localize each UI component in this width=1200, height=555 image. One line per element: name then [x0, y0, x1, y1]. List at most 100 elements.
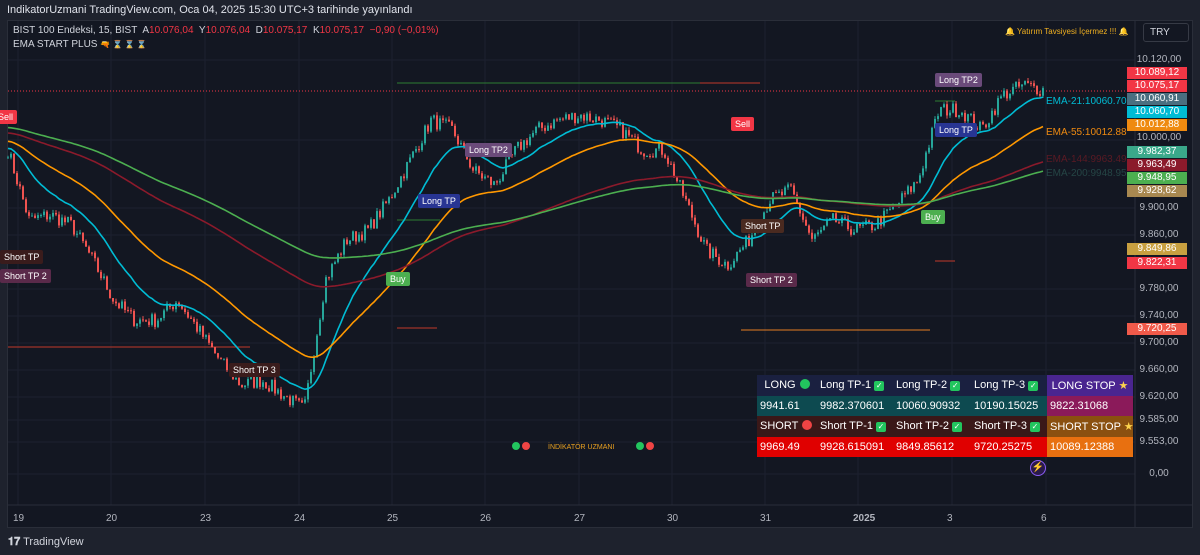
candle-body	[850, 229, 852, 235]
candle-body	[1027, 81, 1029, 83]
candle-body	[364, 225, 366, 241]
candle-body	[1000, 96, 1002, 99]
candle-body	[22, 186, 24, 200]
candle-body	[820, 229, 822, 233]
short-tp2-header: Short TP-2 ✓	[896, 420, 962, 433]
candle-body	[40, 215, 42, 217]
candle-body	[334, 262, 336, 265]
candle-body	[340, 253, 342, 255]
long-stop-header: LONG STOP ★	[1047, 375, 1133, 396]
close-value: 10.075,17	[319, 25, 365, 36]
candle-body	[892, 205, 894, 210]
short-tp1-value: 9928.615091	[820, 440, 885, 453]
candle-body	[532, 133, 534, 137]
lightning-icon[interactable]: ⚡	[1030, 460, 1046, 476]
date-tick-label: 19	[13, 513, 25, 524]
candle-body	[283, 396, 285, 399]
candle-body	[64, 217, 66, 223]
indicator-name[interactable]: EMA START PLUS	[13, 39, 98, 50]
candle-body	[346, 239, 348, 245]
candle-body	[13, 153, 15, 174]
candle-body	[43, 211, 45, 216]
candle-body	[655, 148, 657, 158]
candle-body	[724, 261, 726, 266]
candle-body	[1015, 81, 1017, 87]
candle-body	[673, 163, 675, 178]
candle-body	[424, 125, 426, 144]
candle-body	[286, 396, 288, 398]
candle-body	[691, 204, 693, 218]
candle-body	[634, 136, 636, 138]
candle-body	[742, 247, 744, 250]
candle-body	[253, 377, 255, 388]
candle-body	[748, 236, 750, 247]
signal-label: Buy	[386, 272, 410, 286]
open-label: A	[142, 25, 150, 36]
candle-body	[739, 249, 741, 252]
ema-label: EMA-21:10060.70	[1046, 96, 1127, 107]
candle-body	[952, 103, 954, 113]
candle-body	[310, 371, 312, 384]
candle-body	[622, 122, 624, 139]
signal-label: Sell	[0, 110, 18, 124]
candle-body	[733, 260, 735, 268]
candle-body	[451, 121, 453, 126]
candle-body	[256, 376, 258, 388]
currency-button[interactable]: TRY	[1143, 23, 1189, 42]
candle-body	[868, 220, 870, 223]
candle-body	[385, 201, 387, 204]
short-tp3-header: Short TP-3 ✓	[974, 420, 1040, 433]
candle-body	[370, 219, 372, 228]
candle-body	[427, 125, 429, 132]
symbol-name[interactable]: BIST 100 Endeksi, 15, BIST	[13, 25, 138, 36]
candle-body	[517, 141, 519, 147]
candle-body	[694, 217, 696, 225]
candle-body	[289, 396, 291, 406]
candle-body	[496, 181, 498, 183]
low-value: 10.075,17	[262, 25, 308, 36]
long-tp3-header: Long TP-3 ✓	[974, 379, 1039, 392]
candle-body	[628, 130, 630, 136]
candle-body	[679, 180, 681, 182]
candle-body	[490, 176, 492, 185]
candle-body	[91, 252, 93, 254]
candle-body	[52, 212, 54, 217]
candle-body	[487, 176, 489, 178]
long-tp1-header: Long TP-1 ✓	[820, 379, 885, 392]
candle-body	[541, 122, 543, 128]
candle-body	[784, 187, 786, 196]
candle-body	[322, 302, 324, 320]
signal-label: Sell	[731, 117, 755, 131]
candle-body	[181, 305, 183, 309]
candle-body	[697, 224, 699, 237]
candle-body	[958, 115, 960, 118]
price-label: 10.012,88	[1127, 119, 1187, 131]
candle-body	[598, 116, 600, 121]
candle-body	[901, 193, 903, 204]
ema-label: EMA-200:9948.95	[1046, 168, 1127, 179]
candle-body	[313, 357, 315, 372]
candle-body	[28, 212, 30, 216]
candle-body	[925, 152, 927, 169]
candle-body	[439, 118, 441, 130]
candle-body	[205, 335, 207, 337]
candle-body	[970, 114, 972, 116]
candle-body	[814, 234, 816, 239]
candle-body	[583, 114, 585, 121]
tradingview-logo[interactable]: 𝟏𝟕 TradingView	[8, 536, 84, 549]
candle-body	[259, 376, 261, 387]
candle-body	[412, 151, 414, 158]
candle-body	[607, 117, 609, 119]
candle-body	[223, 358, 225, 360]
candle-body	[280, 389, 282, 399]
candle-body	[115, 301, 117, 304]
candle-body	[484, 176, 486, 179]
price-tick-label: 9.553,00	[1139, 436, 1179, 447]
candle-body	[529, 136, 531, 145]
candle-body	[448, 119, 450, 122]
price-label: 9.720,25	[1127, 323, 1187, 335]
candle-body	[823, 225, 825, 230]
candle-body	[298, 398, 300, 401]
candle-body	[640, 152, 642, 154]
